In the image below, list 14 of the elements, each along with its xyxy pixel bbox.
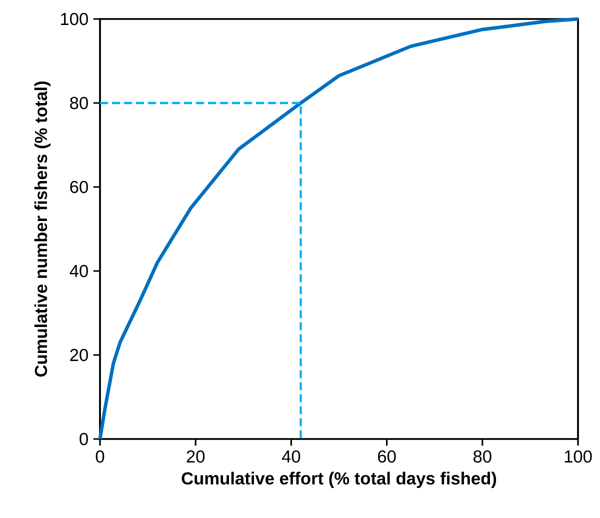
x-tick-label: 100 [564, 450, 592, 463]
x-tick-label: 60 [378, 450, 396, 463]
x-tick-label: 40 [282, 450, 300, 463]
x-tick-label: 80 [474, 450, 492, 463]
y-tick-label: 100 [61, 12, 88, 26]
y-tick-label: 60 [70, 180, 88, 194]
x-tick-label: 20 [186, 450, 205, 463]
y-tick-label: 80 [70, 96, 88, 110]
y-tick-label: 40 [70, 264, 88, 278]
x-axis-title: Cumulative effort (% total days fished) [182, 472, 496, 488]
y-axis-title: Cumulative number fishers (% total) [34, 82, 51, 377]
y-tick-label: 0 [80, 432, 88, 446]
y-tick-label: 20 [70, 348, 88, 362]
x-tick-label: 0 [96, 450, 104, 463]
